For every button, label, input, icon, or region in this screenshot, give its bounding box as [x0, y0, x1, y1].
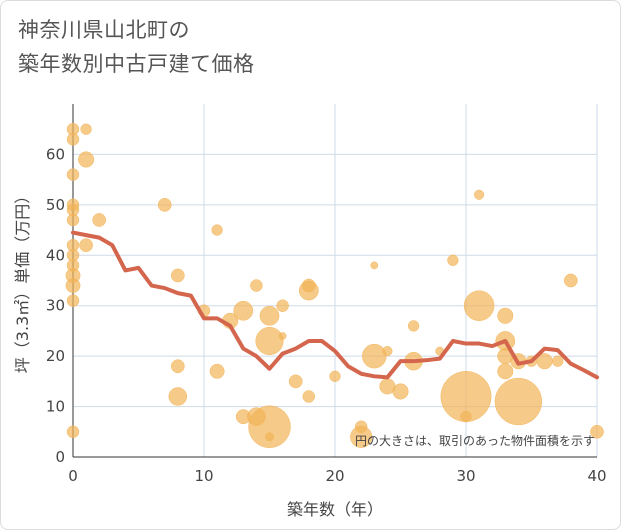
data-bubble: [170, 268, 185, 283]
x-axis-label: 築年数（年）: [287, 500, 383, 519]
data-bubble: [248, 405, 291, 448]
y-tick-label: 40: [46, 246, 65, 264]
data-bubble: [209, 363, 225, 379]
data-bubble: [79, 238, 93, 253]
data-bubble: [590, 424, 604, 439]
data-bubble: [66, 133, 80, 146]
y-tick-label: 50: [46, 196, 65, 214]
chart-title-line2: 築年数別中古戸建て価格: [18, 52, 255, 76]
data-bubble: [65, 278, 81, 293]
data-bubble: [362, 343, 387, 369]
y-tick-label: 0: [55, 448, 65, 466]
y-tick-label: 30: [46, 297, 65, 315]
average-price-line: [71, 230, 599, 380]
data-bubble: [66, 168, 80, 181]
data-bubble: [494, 377, 543, 426]
data-bubble: [382, 346, 393, 357]
data-bubble: [329, 370, 341, 382]
data-bubble: [92, 213, 107, 227]
data-bubble: [168, 387, 188, 406]
data-bubble: [447, 254, 459, 266]
data-bubble: [350, 425, 373, 448]
x-tick-label: 20: [325, 467, 344, 485]
x-tick-label: 40: [587, 467, 606, 485]
data-bubble: [463, 290, 495, 321]
data-bubble: [66, 294, 80, 307]
y-tick-label: 60: [46, 145, 65, 163]
data-bubble: [80, 123, 92, 135]
data-bubble: [460, 411, 472, 423]
chart-title-line1: 神奈川県山北町の: [18, 18, 190, 42]
data-bubble: [497, 363, 514, 380]
chart-title: 神奈川県山北町の 築年数別中古戸建て価格: [18, 13, 255, 81]
data-bubble: [563, 273, 578, 288]
x-tick-label: 0: [68, 467, 78, 485]
data-bubble: [170, 359, 185, 374]
data-bubble: [157, 198, 172, 212]
data-bubble: [255, 326, 284, 356]
y-tick-label: 10: [46, 398, 65, 416]
data-bubble: [278, 332, 287, 340]
data-bubble: [66, 425, 80, 439]
data-bubble: [302, 390, 316, 403]
data-bubble: [370, 261, 379, 270]
data-bubble: [552, 355, 564, 367]
data-bubble: [66, 213, 80, 227]
data-bubble: [298, 280, 319, 301]
data-bubble: [250, 279, 263, 292]
data-bubble: [474, 189, 485, 200]
data-bubble: [78, 151, 95, 168]
data-bubble: [407, 320, 420, 332]
data-bubble: [233, 300, 254, 321]
data-bubble: [265, 432, 274, 442]
data-bubble: [259, 305, 280, 326]
data-bubble: [211, 224, 223, 236]
x-tick-label: 30: [456, 467, 475, 485]
y-tick-label: 20: [46, 347, 65, 365]
data-bubble: [497, 307, 514, 324]
x-tick-label: 10: [194, 467, 213, 485]
data-bubble: [288, 374, 303, 389]
bubble-size-note: 円の大きさは、取引のあった物件面積を示す: [355, 433, 595, 448]
data-bubble: [276, 299, 289, 312]
y-axis-label: 坪（3.3㎡）単価（万円）: [13, 188, 32, 373]
data-bubble: [392, 383, 409, 400]
